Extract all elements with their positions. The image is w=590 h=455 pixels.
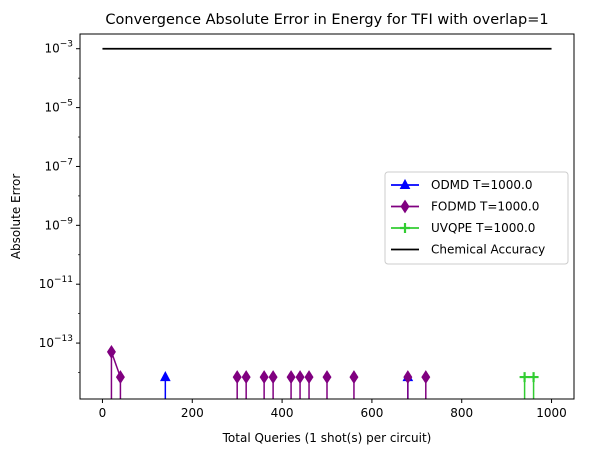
legend-label: ODMD T=1000.0 xyxy=(431,178,532,192)
y-axis: 10−3 10−5 10−7 10−9 10−11 10−13 xyxy=(39,40,80,373)
y-tick-label: 10−7 xyxy=(44,157,73,173)
legend-box xyxy=(384,171,569,265)
chart-title: Convergence Absolute Error in Energy for… xyxy=(105,12,548,28)
y-tick-label: 10−5 xyxy=(44,99,73,115)
data-point xyxy=(421,370,431,384)
x-tick-label: 600 xyxy=(360,406,383,420)
x-axis-title: Total Queries (1 shot(s) per circuit) xyxy=(222,431,432,445)
data-point xyxy=(106,345,116,359)
y-tick-label: 10−3 xyxy=(44,40,73,56)
data-point xyxy=(322,370,332,384)
legend-swatch-marker xyxy=(399,178,411,189)
y-tick-label: 10−13 xyxy=(39,334,73,350)
x-tick-label: 0 xyxy=(99,406,107,420)
legend-label: UVQPE T=1000.0 xyxy=(431,221,535,235)
y-tick-label: 10−11 xyxy=(39,275,73,291)
x-tick-label: 200 xyxy=(181,406,204,420)
x-tick-label: 800 xyxy=(450,406,473,420)
data-layer xyxy=(102,47,552,399)
data-point xyxy=(259,370,269,384)
y-axis-title: Absolute Error xyxy=(9,174,23,260)
data-point xyxy=(304,370,314,384)
legend-swatch-marker xyxy=(400,199,410,214)
data-point xyxy=(115,370,125,384)
series-uvqpe-t-1000-0 xyxy=(519,372,539,399)
series-fodmd-t-1000-0 xyxy=(106,345,431,399)
data-point xyxy=(268,370,278,384)
legend: ODMD T=1000.0 FODMD T=1000.0 UVQPE T=1000.… xyxy=(384,171,569,265)
data-point xyxy=(241,370,251,384)
data-point xyxy=(159,370,171,382)
data-point xyxy=(403,370,413,384)
data-point xyxy=(528,372,539,383)
y-tick-label: 10−9 xyxy=(44,216,73,232)
x-tick-label: 1000 xyxy=(536,406,567,420)
x-tick-label: 400 xyxy=(271,406,294,420)
legend-label: FODMD T=1000.0 xyxy=(431,200,539,214)
x-axis: 0 200 400 600 800 1000 xyxy=(99,399,567,420)
data-point xyxy=(349,370,359,384)
data-point xyxy=(232,370,242,384)
data-point xyxy=(286,370,296,384)
plot-frame xyxy=(79,33,575,400)
data-point xyxy=(295,370,305,384)
series-odmd-t-1000-0 xyxy=(159,370,414,399)
legend-label: Chemical Accuracy xyxy=(431,243,545,257)
data-point xyxy=(519,372,530,383)
legend-swatch-marker xyxy=(400,223,410,233)
